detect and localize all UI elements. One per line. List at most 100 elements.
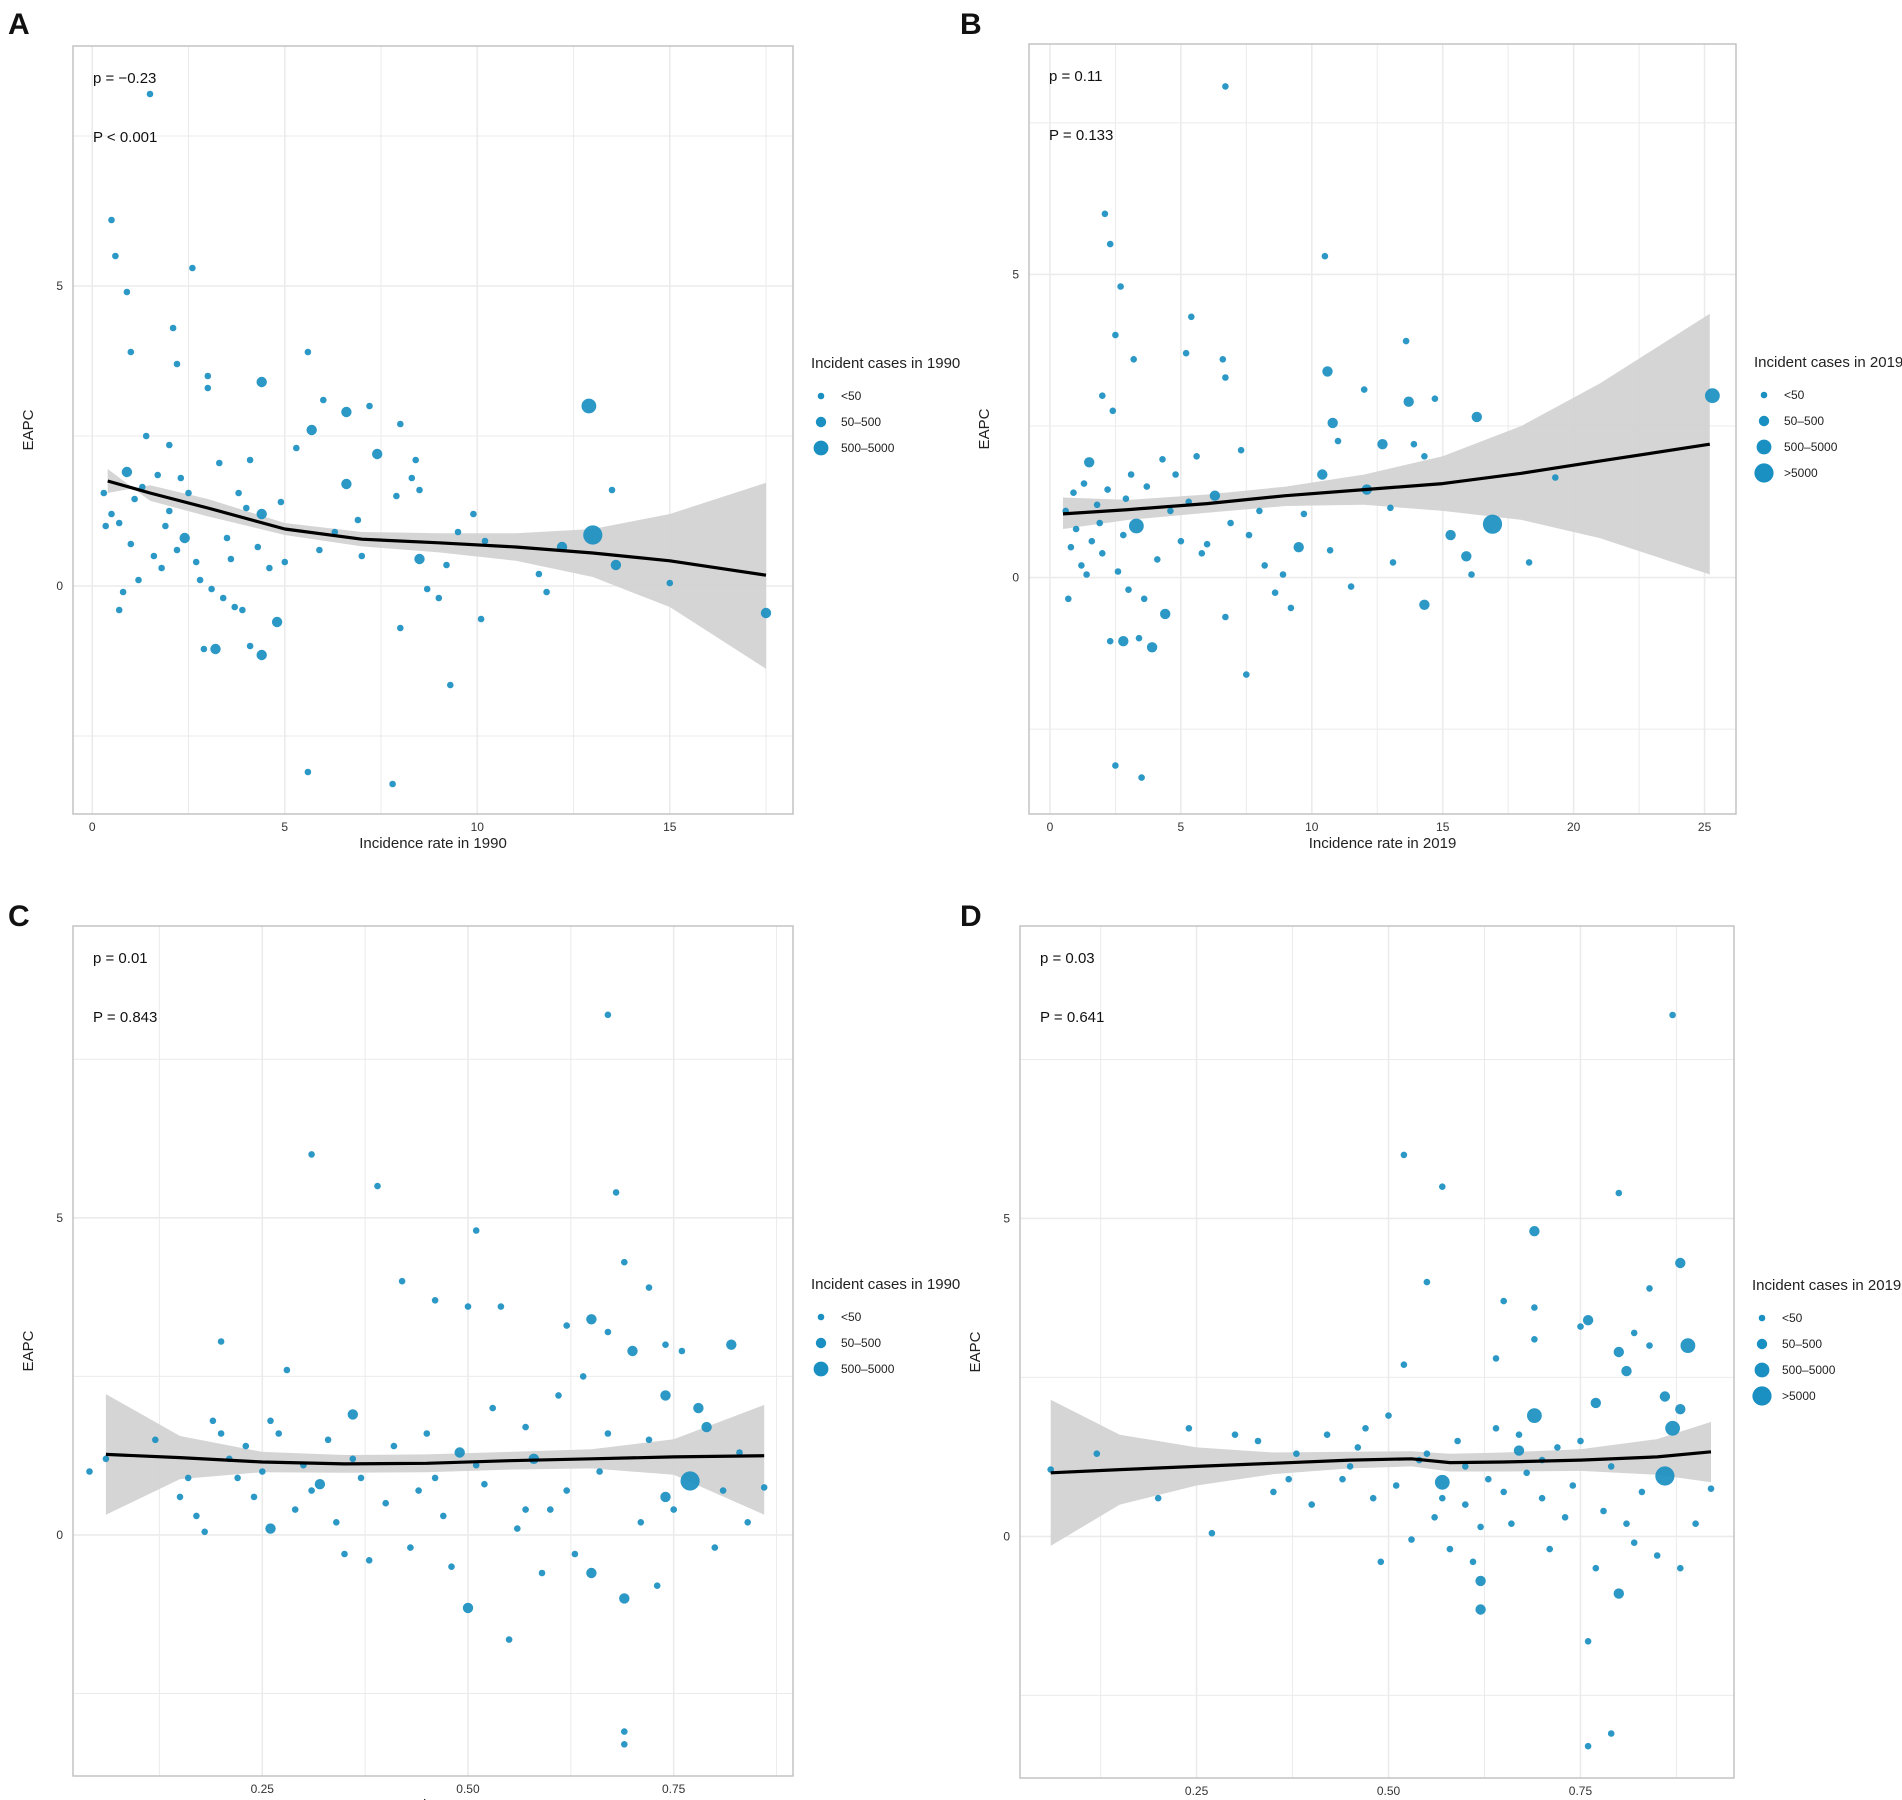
data-point bbox=[283, 1366, 291, 1374]
data-point bbox=[246, 456, 254, 464]
legend-key bbox=[1760, 391, 1768, 399]
data-point bbox=[1439, 1183, 1446, 1190]
data-point bbox=[1080, 480, 1088, 487]
data-point bbox=[1114, 568, 1122, 575]
data-point bbox=[1387, 504, 1394, 512]
legend-label: <50 bbox=[841, 1310, 862, 1324]
data-point bbox=[1707, 1485, 1715, 1492]
data-point bbox=[1431, 395, 1439, 403]
data-point bbox=[259, 1468, 266, 1475]
y-tick-label: 5 bbox=[56, 279, 63, 293]
data-point bbox=[189, 264, 196, 272]
data-point bbox=[1469, 1558, 1477, 1566]
legend-key bbox=[1756, 439, 1772, 455]
data-point bbox=[1245, 531, 1253, 539]
data-point bbox=[131, 495, 138, 503]
data-point bbox=[173, 360, 181, 368]
x-tick-label: 0.75 bbox=[1569, 1784, 1593, 1798]
data-point bbox=[543, 588, 550, 596]
data-point bbox=[217, 1430, 225, 1437]
data-point bbox=[209, 1417, 217, 1425]
data-point bbox=[1130, 356, 1137, 363]
data-point bbox=[1403, 396, 1414, 407]
data-point bbox=[693, 1402, 704, 1414]
data-point bbox=[586, 1567, 597, 1579]
data-point bbox=[581, 398, 597, 414]
data-point bbox=[108, 510, 115, 518]
data-point bbox=[1669, 1011, 1676, 1019]
data-point bbox=[1400, 1151, 1408, 1159]
data-point bbox=[390, 1442, 398, 1450]
data-point bbox=[398, 1277, 406, 1285]
data-point bbox=[139, 483, 146, 491]
data-point bbox=[1209, 490, 1221, 501]
data-point bbox=[1323, 1431, 1331, 1438]
x-axis-title: Incidence rate in 1990 bbox=[359, 835, 507, 852]
fit-line bbox=[107, 479, 767, 577]
data-point bbox=[341, 478, 352, 490]
data-point bbox=[522, 1506, 529, 1513]
data-point bbox=[193, 1512, 200, 1520]
data-point bbox=[1118, 636, 1129, 647]
data-point bbox=[645, 1436, 653, 1444]
data-point bbox=[365, 1557, 373, 1564]
data-point bbox=[1392, 1482, 1400, 1489]
data-point bbox=[176, 1493, 184, 1501]
data-point bbox=[316, 546, 323, 554]
data-point bbox=[333, 1519, 340, 1526]
panel-c: C 0.25 0.50 0.75 0 5 SDI in 1990 EAPC p = 0.01 P … bbox=[8, 900, 960, 1800]
data-point bbox=[1471, 411, 1482, 423]
data-point bbox=[547, 1506, 554, 1513]
data-point bbox=[760, 1484, 768, 1491]
data-point bbox=[619, 1593, 630, 1604]
data-point bbox=[1439, 1494, 1446, 1502]
data-point bbox=[246, 642, 254, 650]
data-point bbox=[563, 1487, 570, 1494]
data-point bbox=[1182, 349, 1190, 357]
x-tick-label: 5 bbox=[281, 820, 288, 834]
data-point bbox=[555, 1392, 562, 1399]
data-point bbox=[448, 1563, 455, 1570]
data-point bbox=[1222, 613, 1229, 621]
data-point bbox=[169, 324, 177, 332]
p-value: P = 0.641 bbox=[1040, 1009, 1104, 1026]
data-point bbox=[184, 1474, 192, 1482]
legend-title: Incident cases in 2019 bbox=[1752, 1277, 1901, 1294]
data-point bbox=[1088, 537, 1096, 545]
data-point bbox=[670, 1506, 677, 1513]
data-point bbox=[1468, 571, 1475, 578]
x-tick-label: 5 bbox=[1178, 820, 1185, 834]
data-point bbox=[701, 1421, 712, 1433]
data-point bbox=[1293, 542, 1304, 553]
data-point bbox=[719, 1487, 727, 1494]
data-point bbox=[200, 645, 208, 653]
data-point bbox=[645, 1284, 653, 1291]
x-axis-title: SDI in 1990 bbox=[394, 1797, 472, 1800]
data-point bbox=[1188, 313, 1195, 321]
data-point bbox=[1546, 1545, 1553, 1553]
data-point bbox=[227, 555, 235, 563]
data-point bbox=[291, 1506, 299, 1513]
data-point bbox=[154, 471, 161, 479]
data-point bbox=[608, 486, 616, 494]
legend-key bbox=[813, 440, 829, 456]
plot-frame bbox=[72, 925, 794, 1777]
data-point bbox=[680, 1471, 700, 1491]
data-point bbox=[102, 1455, 110, 1463]
data-point bbox=[1377, 1558, 1385, 1566]
data-point bbox=[514, 1525, 521, 1532]
data-point bbox=[1613, 1346, 1624, 1358]
data-point bbox=[1072, 525, 1080, 533]
data-point bbox=[1070, 489, 1077, 497]
data-point bbox=[204, 384, 212, 392]
data-point bbox=[127, 348, 135, 356]
data-point bbox=[1680, 1338, 1696, 1353]
data-point bbox=[1630, 1539, 1638, 1546]
legend-key bbox=[1754, 1362, 1770, 1378]
data-point bbox=[1531, 1304, 1538, 1311]
p-value: P = 0.843 bbox=[93, 1009, 157, 1026]
data-point bbox=[407, 1544, 414, 1551]
data-point bbox=[267, 1417, 274, 1425]
x-tick-label: 0.50 bbox=[456, 1782, 480, 1796]
